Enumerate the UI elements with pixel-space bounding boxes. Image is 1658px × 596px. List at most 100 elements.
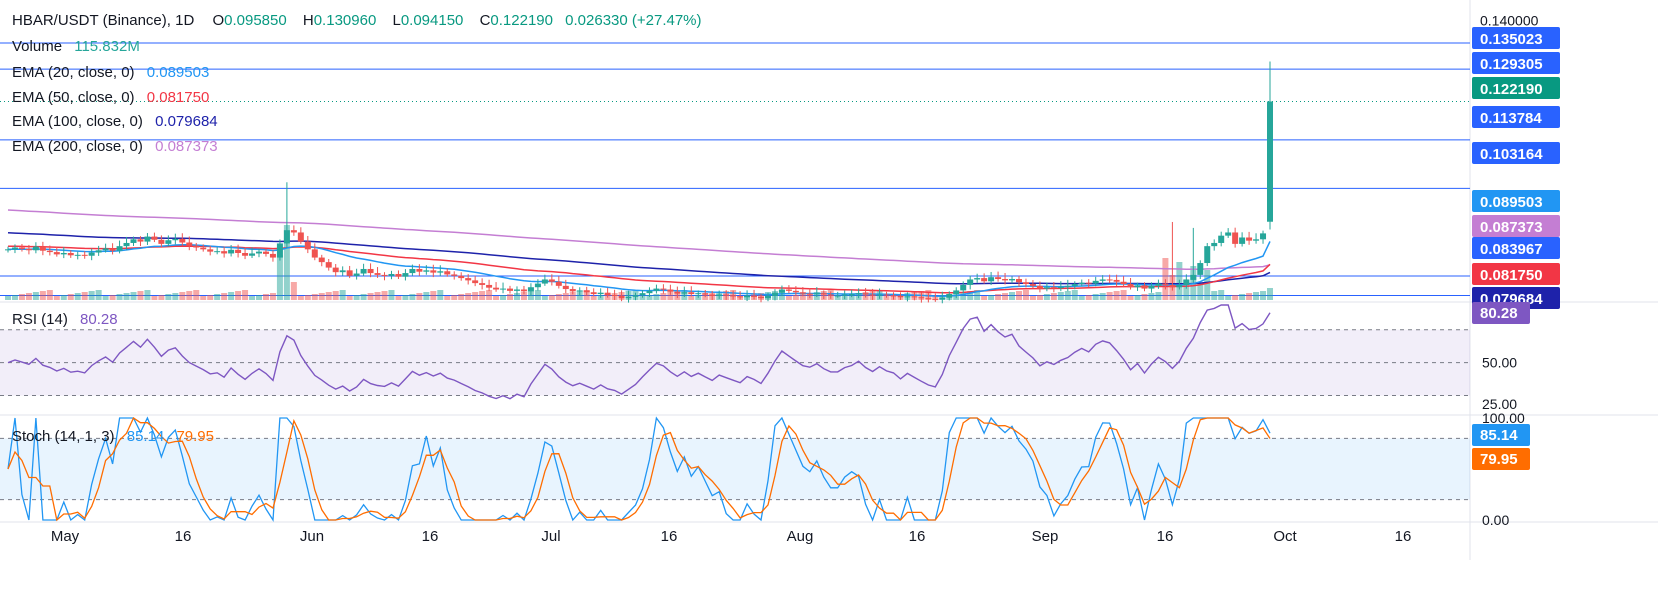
open-label: O <box>212 12 225 29</box>
time-axis-label: Oct <box>1273 528 1297 545</box>
volume-bar <box>430 291 437 300</box>
candle-body <box>311 249 318 258</box>
candle-body <box>534 283 541 288</box>
candle-body <box>1106 279 1113 281</box>
volume-bar <box>548 295 555 300</box>
candle-body <box>590 292 597 295</box>
candle-body <box>11 247 18 250</box>
stoch-d-tag <box>1472 448 1530 470</box>
ema50-value: 0.081750 <box>146 89 210 106</box>
candle-body <box>1260 233 1267 240</box>
low-value: 0.094150 <box>400 12 464 29</box>
time-axis[interactable]: May 16 Jun 16 Jul 16 Aug 16 Sep 16 Oct 16 <box>51 528 1412 545</box>
volume-bar <box>172 293 179 300</box>
candle-body <box>297 232 304 242</box>
candle-body <box>771 292 778 296</box>
volume-bar <box>53 296 60 300</box>
candle-body <box>974 278 981 280</box>
volume-bar <box>569 292 576 300</box>
price-tag <box>1472 106 1560 128</box>
candle-body <box>269 253 276 258</box>
volume-bar <box>555 294 562 300</box>
stoch-d-value: 79.95 <box>176 428 214 445</box>
volume-bar <box>5 296 11 300</box>
price-tag-label: 0.089503 <box>1480 194 1543 211</box>
stoch-legend[interactable]: Stoch (14, 1, 3) 85.14 79.95 <box>12 428 214 445</box>
volume-bar <box>1134 295 1141 300</box>
candle-body <box>604 292 611 295</box>
candle-body <box>841 294 848 296</box>
price-tag <box>1472 77 1560 99</box>
volume-bar <box>1253 292 1260 300</box>
candle-body <box>235 249 242 253</box>
stoch-tick-label: 0.00 <box>1482 512 1509 528</box>
volume-bar <box>513 293 520 300</box>
candle-body <box>242 253 249 256</box>
candle-body <box>493 287 500 290</box>
volume-bar <box>1029 296 1036 300</box>
candle-body <box>960 284 967 291</box>
volume-bar <box>1155 292 1162 300</box>
volume-bars <box>5 225 1273 300</box>
candle-body <box>548 279 555 282</box>
volume-bar <box>165 294 172 300</box>
ema100-legend[interactable]: EMA (100, close, 0) 0.079684 <box>12 113 218 130</box>
horizontal-levels[interactable] <box>0 42 1470 297</box>
candle-body <box>172 238 179 241</box>
volume-bar <box>1050 293 1057 300</box>
candle-body <box>346 270 353 276</box>
volume-bar <box>834 296 841 300</box>
price-tag-label: 0.122190 <box>1480 81 1543 98</box>
volume-bar <box>458 294 465 300</box>
ema50-legend[interactable]: EMA (50, close, 0) 0.081750 <box>12 89 209 106</box>
volume-bar <box>214 294 221 300</box>
ema20-legend[interactable]: EMA (20, close, 0) 0.089503 <box>12 64 209 81</box>
time-axis-label: Aug <box>787 528 814 545</box>
candles <box>5 61 1273 304</box>
candle-body <box>562 285 569 290</box>
volume-bar <box>1141 294 1148 300</box>
volume-bar <box>1078 296 1085 300</box>
ema200-legend[interactable]: EMA (200, close, 0) 0.087373 <box>12 138 218 155</box>
volume-bar <box>667 292 674 300</box>
rsi-label: RSI (14) <box>12 311 68 328</box>
rsi-legend[interactable]: RSI (14) 80.28 <box>12 311 118 328</box>
stoch-d-tag-label: 79.95 <box>1480 451 1518 468</box>
volume-bar <box>639 296 646 300</box>
candle-body <box>1002 279 1009 281</box>
volume-bar <box>493 296 500 300</box>
rsi-line <box>7 304 1271 400</box>
candle-body <box>5 249 11 251</box>
time-axis-label: 16 <box>909 528 926 545</box>
volume-bar <box>416 293 423 300</box>
price-tag-label: 0.135023 <box>1480 31 1543 48</box>
volume-bar <box>1183 279 1190 300</box>
candle-body <box>1064 285 1071 287</box>
volume-bar <box>1015 291 1022 300</box>
candle-body <box>151 236 158 240</box>
candle-body <box>1057 286 1064 289</box>
volume-bar <box>1043 294 1050 300</box>
price-axis[interactable]: 0.1400000.1300000.1200000.1100000.100000… <box>1472 12 1560 528</box>
candle-body <box>325 262 332 268</box>
volume-bar <box>228 292 235 300</box>
candle-body <box>527 287 534 292</box>
volume-bar <box>221 293 228 300</box>
high-label: H <box>302 12 314 29</box>
volume-bar <box>1036 295 1043 300</box>
ema-100-line <box>7 232 1271 285</box>
price-tag <box>1472 27 1560 49</box>
candle-body <box>1071 284 1078 286</box>
volume-bar <box>534 290 541 300</box>
candle-body <box>165 240 172 244</box>
volume-legend[interactable]: Volume 115.832M <box>12 38 140 55</box>
candle-body <box>1009 279 1016 281</box>
volume-bar <box>500 295 507 300</box>
time-axis-label: May <box>51 528 80 545</box>
candle-body <box>18 247 25 249</box>
candle-body <box>737 296 744 298</box>
volume-bar <box>242 290 249 300</box>
candle-body <box>1239 237 1246 244</box>
ema20-label: EMA (20, close, 0) <box>12 64 135 81</box>
